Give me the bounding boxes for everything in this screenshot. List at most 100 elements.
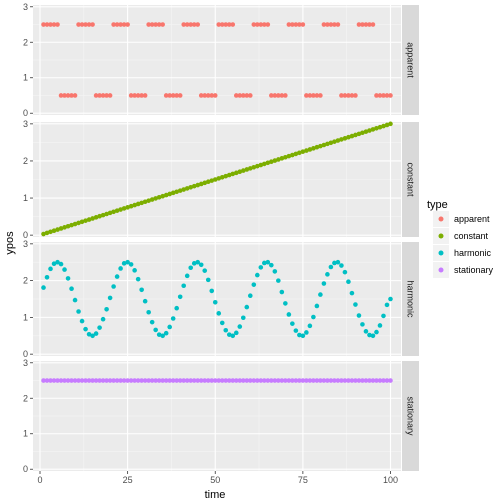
data-point-apparent [65,93,71,98]
data-point-stationary [216,378,222,383]
data-point-apparent [321,22,327,27]
data-point-stationary [325,378,330,383]
data-point-constant [328,140,334,146]
data-point-constant [247,166,253,171]
data-point-constant [125,205,130,210]
data-point-stationary [149,378,155,383]
data-point-apparent [244,93,250,98]
data-point-stationary [314,378,320,383]
data-point-constant [132,202,137,208]
data-point-harmonic [262,260,267,266]
data-point-constant [300,149,306,154]
data-point-constant [139,200,144,206]
data-point-apparent [167,93,172,98]
data-point-apparent [111,22,116,27]
data-point-harmonic [55,259,60,265]
data-point-constant [307,147,313,152]
data-point-constant [335,138,341,143]
data-point-constant [237,169,243,175]
data-point-apparent [142,93,148,98]
data-point-apparent [251,22,257,27]
data-point-constant [97,213,102,219]
data-point-stationary [177,378,183,383]
data-point-stationary [153,378,158,383]
data-point-harmonic [233,330,239,336]
data-point-constant [223,173,229,179]
data-point-apparent [318,93,323,98]
data-point-harmonic [198,262,204,268]
data-point-apparent [325,22,330,27]
data-point-stationary [44,378,50,383]
data-point-constant [332,139,337,144]
data-point-stationary [233,378,239,383]
data-point-harmonic [237,324,243,329]
data-point-apparent [97,93,102,98]
data-point-apparent [100,93,106,98]
data-point-apparent [219,22,225,27]
data-point-apparent [233,93,239,98]
data-point-stationary [58,378,64,383]
data-point-constant [184,186,190,191]
data-point-constant [279,156,285,161]
data-point-harmonic [314,303,320,309]
data-point-apparent [230,22,236,27]
data-point-apparent [265,22,271,27]
data-point-harmonic [216,311,222,316]
data-point-stationary [135,378,141,383]
data-point-harmonic [353,302,358,307]
data-point-apparent [195,22,201,27]
y-tick-label: 2 [23,276,28,286]
data-point-harmonic [93,331,99,336]
data-point-constant [181,187,187,192]
y-tick-label: 0 [23,230,28,240]
data-point-constant [170,190,176,196]
data-point-apparent [335,22,341,27]
y-tick-label: 2 [23,393,28,403]
data-point-constant [230,171,236,177]
facet-strip-label: apparent [406,42,416,78]
data-point-harmonic [370,333,376,339]
data-point-harmonic [318,292,323,297]
data-point-constant [293,151,299,157]
data-point-harmonic [325,272,330,277]
data-point-stationary [311,378,316,383]
facet-strip-label: constant [406,162,416,197]
data-point-constant [381,123,386,129]
data-point-stationary [247,378,253,383]
data-point-apparent [181,22,187,27]
data-point-stationary [48,378,53,383]
data-point-harmonic [381,313,386,319]
data-point-apparent [58,93,64,98]
data-point-harmonic [244,304,250,310]
data-point-apparent [118,22,123,27]
data-point-stationary [41,378,46,383]
data-point-constant [339,137,344,142]
data-point-apparent [83,22,88,27]
data-point-stationary [300,378,306,383]
data-point-apparent [311,93,316,98]
facet-strip [402,361,419,471]
legend-swatch-apparent [438,216,444,222]
data-point-harmonic [139,287,144,293]
data-point-stationary [174,378,179,383]
data-point-constant [286,153,292,159]
data-point-constant [349,133,355,139]
data-point-apparent [353,93,358,98]
data-point-apparent [212,93,218,98]
data-point-stationary [79,378,85,383]
legend-swatch-stationary [438,267,444,273]
data-point-harmonic [388,296,393,302]
data-point-apparent [269,93,274,98]
data-point-harmonic [83,326,88,332]
data-point-apparent [55,22,60,27]
data-point-constant [83,218,88,223]
data-point-stationary [276,378,281,383]
data-point-harmonic [335,259,341,265]
y-tick-label: 1 [23,312,28,322]
legend-swatch-harmonic [438,250,444,256]
data-point-constant [388,121,393,127]
data-point-harmonic [328,264,334,270]
data-point-constant [251,164,257,170]
y-tick-label: 2 [23,156,28,166]
data-point-apparent [237,93,243,98]
